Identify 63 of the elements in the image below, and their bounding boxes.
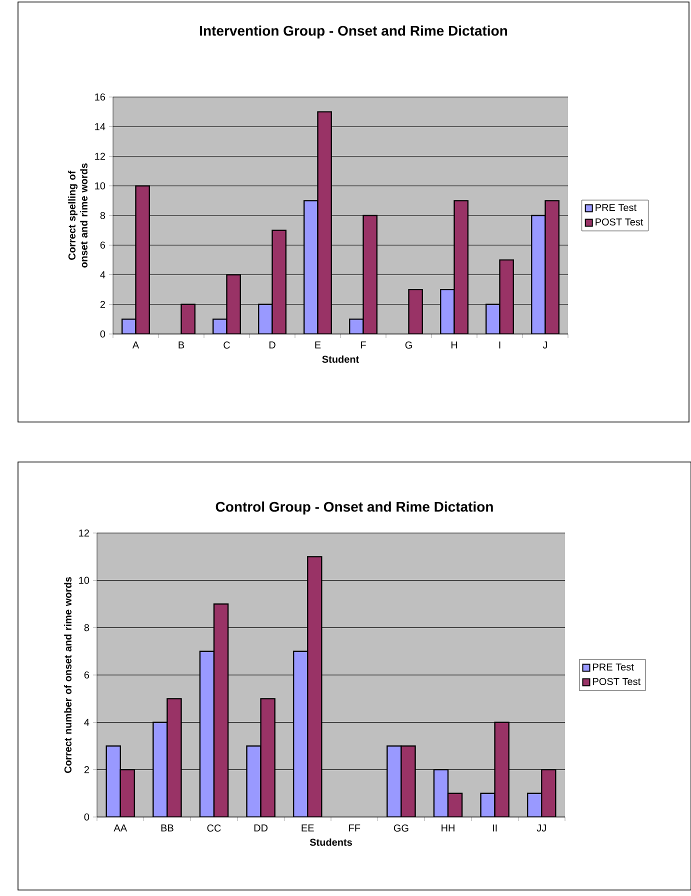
bar: [213, 603, 229, 818]
x-tick-label: AA: [114, 824, 128, 832]
bar: [120, 769, 136, 818]
bar: [544, 200, 560, 334]
x-tick-label: JJ: [536, 824, 546, 832]
y-axis-title: Correct number of onset and rime words: [64, 577, 72, 773]
bar: [135, 185, 150, 334]
y-tick-label: 10: [95, 182, 106, 190]
chart-title: Intervention Group - Onset and Rime Dictation: [200, 25, 508, 39]
x-tick-label: J: [542, 342, 548, 349]
y-tick-label: 2: [84, 766, 89, 774]
legend-label: PRE Test: [596, 204, 636, 212]
x-tick-label: CC: [207, 824, 221, 832]
x-tick-label: DD: [254, 824, 268, 832]
y-tick-label: 16: [95, 93, 106, 101]
bar: [362, 214, 378, 334]
x-tick-label: BB: [161, 824, 174, 832]
bar: [499, 259, 514, 334]
bar: [408, 288, 424, 334]
bar: [199, 650, 215, 818]
legend-label: PRE Test: [593, 664, 634, 671]
x-tick-label: II: [492, 824, 497, 832]
x-tick-label: A: [132, 342, 140, 348]
y-tick-label: 0: [84, 813, 90, 821]
x-tick-label: HH: [442, 824, 454, 832]
x-tick-label: FF: [349, 824, 360, 832]
x-tick-label: GG: [394, 824, 408, 832]
bar: [106, 745, 121, 818]
x-tick-label: H: [451, 342, 458, 348]
legend-label: POST Test: [593, 678, 641, 686]
y-tick-label: 6: [84, 671, 90, 679]
y-tick-label: 6: [100, 242, 106, 249]
x-tick-label: E: [315, 342, 321, 348]
x-tick-label: F: [361, 342, 366, 348]
x-tick-label: G: [405, 342, 412, 349]
x-tick-label: C: [224, 342, 230, 349]
y-tick-label: 12: [95, 152, 105, 160]
bar: [433, 769, 449, 818]
y-tick-label: 4: [100, 271, 106, 278]
bar: [454, 200, 469, 334]
legend-label: POST Test: [596, 218, 644, 226]
bar: [307, 556, 322, 818]
x-axis-title: Students: [310, 838, 352, 846]
bar: [272, 230, 287, 334]
x-tick-label: D: [269, 342, 276, 348]
x-tick-label: B: [178, 342, 184, 348]
bar: [226, 274, 241, 334]
x-tick-label: EE: [302, 824, 314, 832]
bar: [541, 769, 556, 818]
bar: [292, 650, 308, 818]
y-tick-label: 2: [100, 300, 105, 308]
x-tick-label: I: [499, 342, 500, 348]
bar: [317, 111, 332, 334]
x-axis-title: Student: [322, 355, 359, 363]
y-tick-label: 8: [100, 212, 106, 220]
y-tick-label: 4: [84, 718, 90, 726]
y-axis-title: Correct spelling of onset and rime words: [68, 163, 88, 268]
chart-title: Control Group - Onset and Rime Dictation: [216, 501, 493, 515]
y-tick-label: 0: [100, 330, 106, 338]
y-tick-label: 14: [95, 123, 106, 130]
y-tick-label: 12: [79, 530, 89, 536]
y-tick-label: 10: [79, 576, 90, 584]
y-tick-label: 8: [84, 624, 90, 632]
